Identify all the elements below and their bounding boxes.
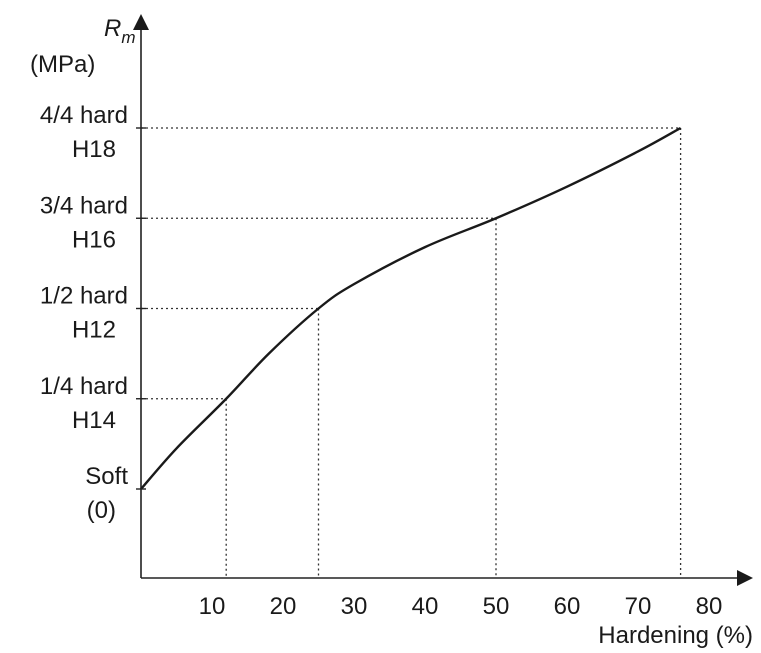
x-tick-label: 10 [199, 593, 226, 620]
y-tick-sublabel: H18 [72, 136, 116, 163]
x-tick-label: 60 [554, 593, 581, 620]
y-tick-sublabel: H12 [72, 317, 116, 344]
x-tick-label: 30 [341, 593, 368, 620]
y-tick-label: 4/4 hard [40, 102, 128, 129]
x-axis-title: Hardening (%) [598, 622, 753, 649]
y-axis-title: Rm [104, 15, 136, 47]
guide-lines [141, 127, 682, 578]
x-tick-label: 80 [696, 593, 723, 620]
y-tick-sublabel: H14 [72, 407, 116, 434]
y-tick-sublabel: H16 [72, 226, 116, 253]
x-tick-labels: 10 20 30 40 50 60 70 80 [199, 593, 723, 620]
series-line [140, 126, 682, 490]
y-tick-label: Soft [85, 463, 128, 490]
x-tick-label: 20 [270, 593, 297, 620]
y-tick-label: 1/4 hard [40, 373, 128, 400]
x-tick-label: 70 [625, 593, 652, 620]
y-tick-label: 1/2 hard [40, 283, 128, 310]
y-axis-unit: (MPa) [30, 51, 95, 78]
x-tick-label: 50 [483, 593, 510, 620]
y-tick-labels: Soft (0) 1/4 hard H14 1/2 hard H12 3/4 hard H16… [40, 102, 146, 524]
x-tick-label: 40 [412, 593, 439, 620]
y-tick-sublabel: (0) [87, 497, 116, 524]
y-tick-label: 3/4 hard [40, 192, 128, 219]
